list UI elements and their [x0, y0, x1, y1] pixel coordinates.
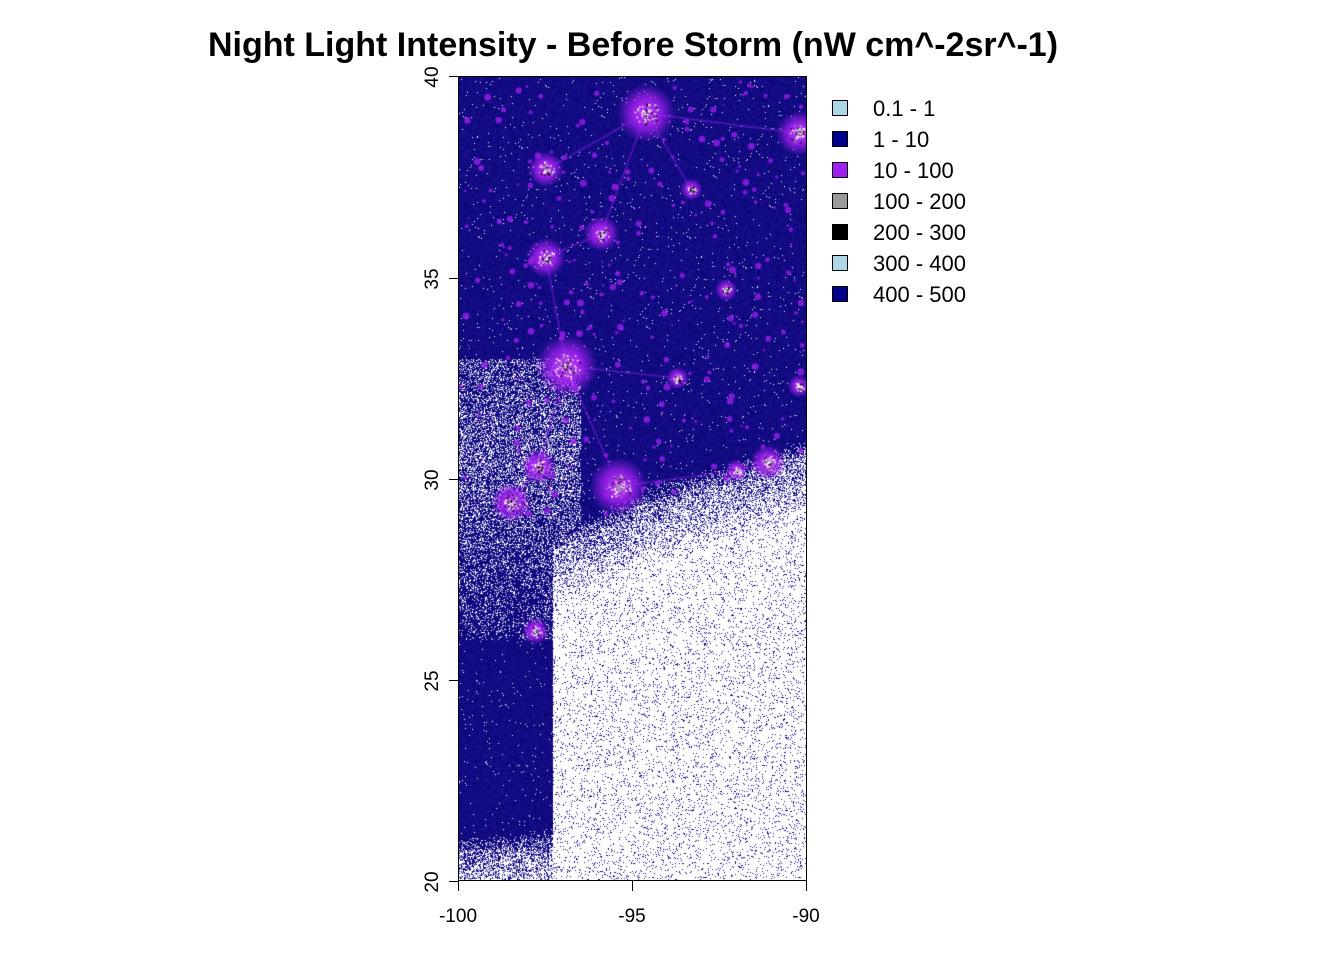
legend-label: 100 - 200 — [873, 189, 966, 214]
night-light-raster — [459, 77, 806, 880]
legend-swatch — [832, 131, 848, 147]
chart-title: Night Light Intensity - Before Storm (nW… — [207, 26, 1059, 64]
y-tick — [449, 278, 458, 279]
legend-swatch — [832, 286, 848, 302]
x-tick-label: -100 — [438, 906, 478, 927]
legend-swatch — [832, 255, 848, 271]
y-tick — [449, 881, 458, 882]
x-tick — [632, 881, 633, 891]
y-tick — [449, 479, 458, 480]
y-tick-label: 25 — [422, 670, 443, 692]
x-tick-label: -90 — [792, 906, 820, 927]
y-tick — [449, 76, 458, 77]
legend-swatch — [832, 193, 848, 209]
y-tick-label: 40 — [422, 66, 443, 88]
legend-swatch — [832, 224, 848, 240]
x-tick-label: -95 — [618, 906, 646, 927]
legend-label: 1 - 10 — [873, 127, 930, 152]
y-tick-label: 30 — [422, 469, 443, 491]
x-tick — [458, 881, 459, 891]
y-tick-label: 35 — [422, 268, 443, 290]
y-tick-label: 20 — [422, 871, 443, 893]
legend-label: 200 - 300 — [873, 220, 966, 245]
legend-label: 10 - 100 — [873, 158, 954, 183]
legend-swatch — [832, 100, 848, 116]
y-tick — [449, 680, 458, 681]
legend-label: 300 - 400 — [873, 251, 966, 276]
legend-swatch — [832, 162, 848, 178]
legend-label: 400 - 500 — [873, 282, 966, 307]
legend-label: 0.1 - 1 — [873, 96, 936, 121]
x-tick — [806, 881, 807, 891]
